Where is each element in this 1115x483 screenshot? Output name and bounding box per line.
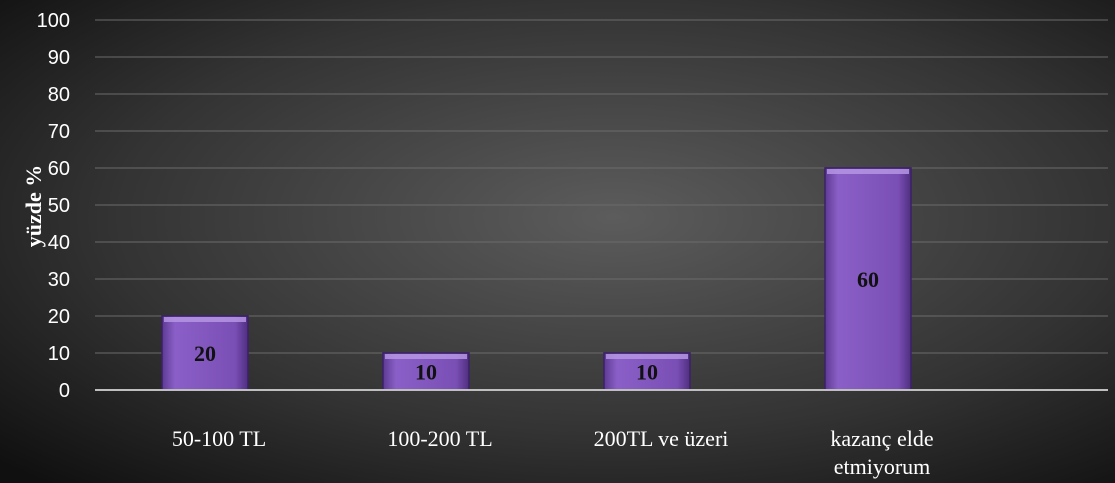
x-category-label: 100-200 TL	[387, 426, 492, 451]
data-label: 10	[415, 360, 437, 385]
y-tick-label: 0	[59, 380, 70, 402]
bar-group: 60	[824, 167, 912, 391]
bar-bevel	[606, 354, 688, 359]
bar-group: 20	[161, 315, 249, 391]
y-tick-label: 20	[48, 306, 70, 328]
bar-group: 10	[382, 352, 470, 391]
x-category-label: 200TL ve üzeri	[594, 426, 729, 451]
bar	[382, 352, 470, 391]
bar	[824, 167, 912, 391]
y-tick-label: 10	[48, 343, 70, 365]
data-label: 10	[636, 360, 658, 385]
y-tick-label: 30	[48, 269, 70, 291]
x-axis-category-labels: 50-100 TL 100-200 TL 200TL ve üzeri kazanç …	[172, 426, 934, 479]
gridlines	[95, 19, 1108, 354]
y-tick-label: 50	[48, 195, 70, 217]
bar-bevel	[164, 317, 246, 322]
x-category-label: kazanç elde etmiyorum	[830, 426, 933, 479]
bar-group: 10	[603, 352, 691, 391]
y-tick-label: 90	[48, 47, 70, 69]
data-label: 60	[857, 267, 879, 292]
x-category-label: 50-100 TL	[172, 426, 266, 451]
y-tick-label: 80	[48, 84, 70, 106]
y-tick-label: 70	[48, 121, 70, 143]
bars: 20 10 10 60	[161, 167, 912, 391]
bar-bevel	[827, 169, 909, 174]
data-label: 20	[194, 341, 216, 366]
bar-bevel	[385, 354, 467, 359]
bar	[161, 315, 249, 391]
y-axis-title: yüzde %	[21, 165, 46, 248]
y-axis-ticks: 0 10 20 30 40 50 60 70 80 90 100	[37, 10, 70, 402]
y-tick-label: 100	[37, 10, 70, 32]
y-tick-label: 60	[48, 158, 70, 180]
y-tick-label: 40	[48, 232, 70, 254]
